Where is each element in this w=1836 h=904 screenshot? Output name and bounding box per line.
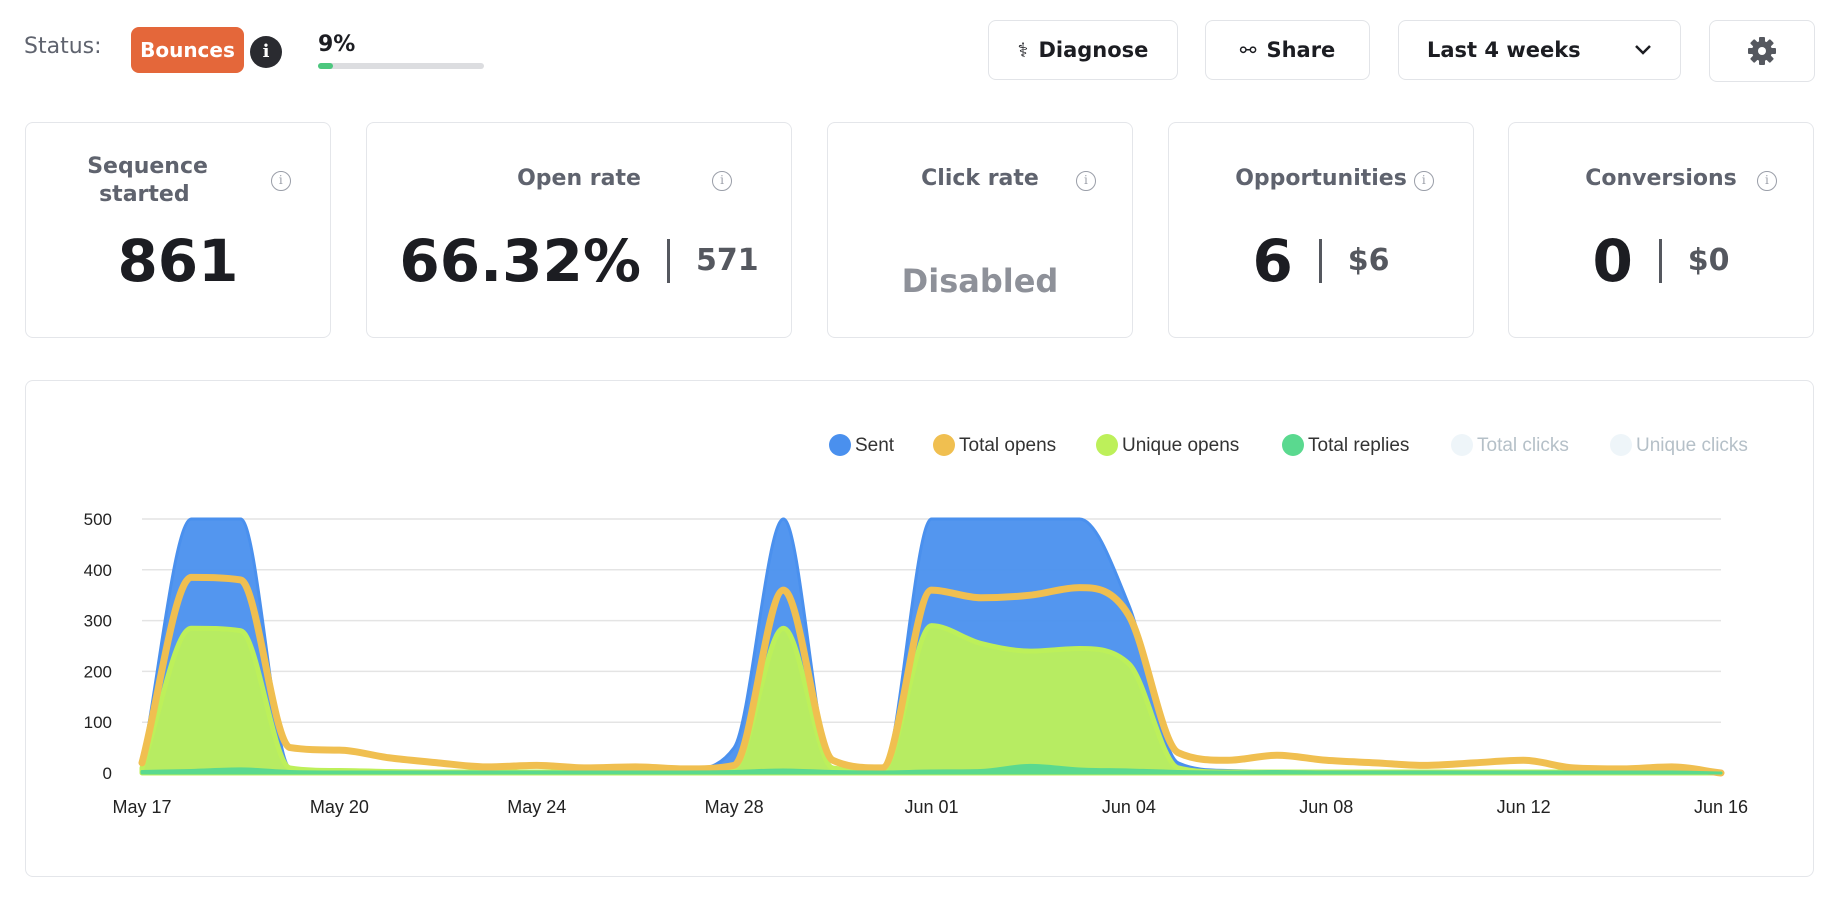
progress-track xyxy=(318,63,484,69)
metric-card: Conversions i 0 $0 xyxy=(1508,122,1814,338)
x-tick-label: May 28 xyxy=(705,797,764,817)
value: 0 xyxy=(1592,227,1633,295)
legend-label: Total clicks xyxy=(1477,435,1569,456)
value: 6 xyxy=(1252,227,1293,295)
info-icon: i xyxy=(712,171,733,191)
legend-dot xyxy=(1282,434,1304,456)
x-tick-label: Jun 01 xyxy=(904,797,958,817)
diagnose-button[interactable]: ⚕ Diagnose xyxy=(988,20,1178,80)
status-button[interactable]: Bounces xyxy=(131,27,244,73)
metric-card: Open rate i 66.32% 571 xyxy=(366,122,792,338)
x-tick-label: Jun 16 xyxy=(1694,797,1748,817)
chart-card: 0 100 200 300 400 500 May 17 May 20 May 24 May 28… xyxy=(25,380,1814,877)
info-icon: i xyxy=(270,171,291,191)
chart: 0 100 200 300 400 500 May 17 May 20 May 24 May 28… xyxy=(84,434,1748,817)
value: Disabled xyxy=(901,262,1059,300)
legend-label: Total replies xyxy=(1308,435,1409,456)
legend-label: Unique opens xyxy=(1122,435,1239,456)
x-tick-label: Jun 08 xyxy=(1299,797,1353,817)
info-icon: i xyxy=(1756,171,1777,191)
x-tick-label: May 17 xyxy=(112,797,171,817)
info-icon: i xyxy=(1075,171,1096,191)
x-tick-label: Jun 12 xyxy=(1497,797,1551,817)
icon: ⚕ xyxy=(1017,38,1029,62)
legend-label: Unique clicks xyxy=(1636,435,1748,456)
metric-card: Sequence started i 861 xyxy=(25,122,331,338)
separator xyxy=(666,239,670,283)
card-title: Sequence started xyxy=(87,154,208,207)
button-label: Share xyxy=(1266,38,1336,62)
button-label: Diagnose xyxy=(1038,38,1149,62)
card-title: Opportunities xyxy=(1235,166,1407,191)
y-tick-label: 200 xyxy=(84,662,112,681)
card-value: 66.32% 571 xyxy=(367,231,791,291)
area xyxy=(140,763,1723,775)
separator xyxy=(1318,239,1322,283)
x-tick-label: May 20 xyxy=(310,797,369,817)
card-title: Conversions xyxy=(1585,166,1737,191)
chevron xyxy=(1635,45,1651,55)
select-label: Last 4 weeks xyxy=(1427,38,1581,62)
legend-dot xyxy=(933,434,955,456)
y-tick-label: 400 xyxy=(84,561,112,580)
legend-dot xyxy=(1096,434,1118,456)
card-title: Open rate xyxy=(517,166,641,191)
x-tick-label: May 24 xyxy=(507,797,566,817)
legend-label: Sent xyxy=(855,435,895,456)
y-tick-label: 100 xyxy=(84,713,112,732)
info-icon[interactable]: i xyxy=(250,36,282,68)
legend-dot xyxy=(1451,434,1473,456)
card-value: 6 $6 xyxy=(1169,231,1473,291)
separator xyxy=(1658,239,1662,283)
value: 861 xyxy=(117,227,239,295)
legend-dot xyxy=(1610,434,1632,456)
value: 66.32% xyxy=(399,227,641,295)
y-tick-label: 300 xyxy=(84,612,112,631)
y-tick-label: 0 xyxy=(103,764,112,783)
x-tick-label: Jun 04 xyxy=(1102,797,1156,817)
line xyxy=(138,573,1725,777)
settings-button[interactable] xyxy=(1709,20,1815,82)
info-icon: i xyxy=(1413,171,1434,191)
legend-dot xyxy=(829,434,851,456)
legend-label: Total opens xyxy=(959,435,1056,456)
secondary-value: $6 xyxy=(1347,243,1390,278)
status-label: Status: xyxy=(24,34,102,59)
card-title: Click rate xyxy=(921,166,1039,191)
secondary-value: 571 xyxy=(695,243,759,278)
secondary-value: $0 xyxy=(1687,243,1730,278)
gear-icon xyxy=(1748,37,1776,65)
icon: ⚯ xyxy=(1239,38,1257,62)
card-value: Disabled xyxy=(828,251,1132,311)
y-tick-label: 500 xyxy=(84,510,112,529)
progress-label: 9% xyxy=(318,32,356,57)
area xyxy=(139,623,1724,776)
share-button[interactable]: ⚯ Share xyxy=(1205,20,1370,80)
metric-card: Click rate i Disabled xyxy=(827,122,1133,338)
metric-card: Opportunities i 6 $6 xyxy=(1168,122,1474,338)
card-value: 861 xyxy=(26,231,330,291)
progress-fill xyxy=(318,63,333,69)
card-value: 0 $0 xyxy=(1509,231,1813,291)
range-select[interactable]: Last 4 weeks xyxy=(1398,20,1681,80)
